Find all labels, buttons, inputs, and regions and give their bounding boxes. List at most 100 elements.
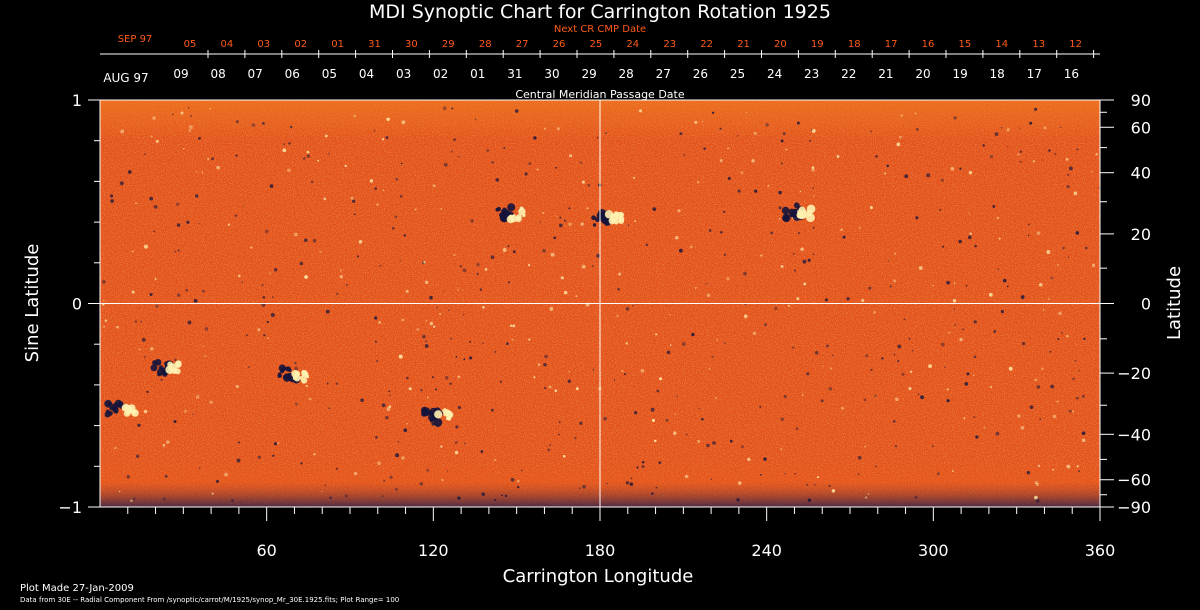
positive-polarity-patch — [806, 204, 816, 214]
magnetic-element — [1019, 150, 1022, 153]
magnetic-element — [131, 290, 135, 294]
magnetic-element — [952, 299, 957, 303]
magnetic-element — [857, 473, 860, 476]
magnetic-element — [795, 427, 799, 430]
magnetic-element — [883, 172, 887, 175]
active-regions — [102, 106, 1100, 503]
magnetic-element — [606, 482, 608, 485]
magnetic-element — [942, 245, 945, 248]
magnetic-element — [685, 433, 688, 436]
magnetic-element — [339, 269, 343, 272]
magnetic-element — [556, 127, 560, 131]
magnetic-element — [634, 220, 636, 222]
magnetic-element — [1073, 191, 1078, 196]
magnetic-element — [579, 487, 581, 489]
magnetic-element — [548, 385, 552, 389]
magnetic-element — [1052, 468, 1055, 471]
magnetic-element — [983, 426, 986, 429]
positive-polarity-patch — [121, 403, 130, 412]
magnetic-element — [801, 394, 804, 396]
magnetic-element — [328, 407, 330, 409]
magnetic-element — [324, 484, 327, 487]
magnetic-element — [1068, 409, 1072, 413]
magnetic-element — [574, 436, 577, 440]
magnetic-element — [408, 387, 412, 391]
magnetic-element — [886, 164, 889, 168]
magnetic-element — [463, 358, 466, 361]
y-left-tick-label: 1 — [72, 91, 82, 110]
magnetic-element — [1082, 438, 1086, 442]
magnetic-element — [820, 399, 824, 403]
next-cr-date-label: 02 — [294, 39, 307, 50]
plot-made-note: Plot Made 27-Jan-2009 — [20, 583, 134, 594]
magnetic-element — [1020, 295, 1025, 300]
negative-polarity-patch — [285, 366, 289, 371]
magnetic-element — [726, 277, 730, 281]
magnetic-element — [553, 236, 557, 240]
positive-polarity-patch — [508, 214, 514, 220]
magnetic-element — [493, 498, 497, 502]
magnetic-element — [948, 331, 951, 334]
magnetic-element — [199, 467, 201, 469]
next-cr-date-label: 27 — [516, 39, 529, 50]
magnetic-element — [1049, 350, 1052, 353]
magnetic-element — [1067, 173, 1070, 176]
magnetic-element — [211, 157, 215, 161]
magnetic-element — [462, 313, 465, 316]
y-right-tick-label: 20 — [1131, 225, 1151, 244]
magnetic-element — [137, 423, 141, 427]
magnetic-element — [1054, 152, 1057, 156]
magnetic-element — [484, 268, 488, 271]
magnetic-element — [1052, 414, 1057, 419]
magnetic-element — [870, 368, 873, 371]
magnetic-element — [694, 120, 698, 124]
magnetic-element — [547, 448, 550, 452]
magnetic-element — [743, 271, 747, 276]
magnetic-element — [375, 435, 378, 439]
next-cr-date-label: 28 — [479, 39, 492, 50]
magnetic-element — [495, 178, 500, 182]
magnetic-element — [1029, 405, 1034, 409]
magnetic-element — [470, 219, 474, 223]
magnetic-element — [174, 358, 177, 362]
magnetic-element — [806, 372, 810, 376]
magnetic-element — [528, 338, 531, 341]
magnetic-element — [887, 260, 890, 262]
magnetic-element — [1028, 223, 1030, 226]
magnetic-element — [486, 149, 490, 152]
magnetic-element — [765, 123, 769, 127]
magnetic-element — [677, 209, 681, 213]
magnetic-element — [512, 324, 516, 328]
magnetic-element — [141, 337, 146, 342]
magnetic-element — [144, 244, 148, 249]
magnetic-element — [869, 206, 873, 210]
magnetic-element — [383, 189, 385, 192]
right-y-axis-ticks: 90 60 40 20 0 −20 −40 −60 −90 — [1100, 91, 1151, 517]
magnetic-element — [403, 234, 406, 237]
magnetic-element — [357, 255, 359, 258]
magnetic-element — [632, 305, 634, 307]
magnetic-element — [556, 216, 558, 218]
magnetic-element — [138, 348, 141, 351]
magnetic-element — [542, 211, 545, 214]
magnetic-element — [559, 421, 561, 423]
magnetic-element — [909, 370, 913, 373]
magnetic-element — [1036, 231, 1041, 236]
negative-polarity-patch — [591, 215, 596, 221]
magnetic-element — [543, 362, 547, 367]
magnetic-element — [675, 236, 679, 240]
magnetic-element — [953, 282, 956, 284]
magnetic-element — [241, 281, 244, 284]
magnetic-element — [1034, 480, 1038, 485]
magnetic-element — [723, 210, 726, 214]
magnetic-element — [414, 208, 417, 211]
magnetic-element — [377, 461, 381, 466]
magnetic-element — [636, 466, 639, 469]
magnetic-element — [753, 131, 757, 135]
magnetic-element — [192, 413, 195, 415]
magnetic-element — [180, 111, 184, 115]
magnetic-element — [946, 388, 949, 391]
magnetic-element — [951, 470, 954, 473]
magnetic-element — [135, 454, 140, 458]
next-cr-date-label: 25 — [590, 39, 603, 50]
